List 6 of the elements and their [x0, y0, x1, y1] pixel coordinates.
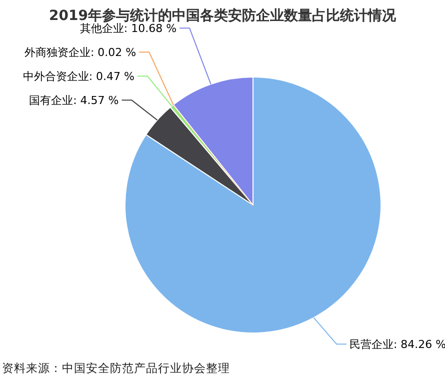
slice-label: 国有企业: 4.57 % [29, 94, 119, 108]
slice-label: 外商独资企业: 0.02 % [24, 46, 136, 60]
slice-label: 其他企业: 10.68 % [80, 22, 177, 36]
slice-label: 中外合资企业: 0.47 % [22, 70, 134, 84]
text: 资料来源：中国安全防范产品行业协会整理 [2, 361, 230, 375]
chart-title: 2019年参与统计的中国各类安防企业数量占比统计情况 [49, 7, 397, 24]
